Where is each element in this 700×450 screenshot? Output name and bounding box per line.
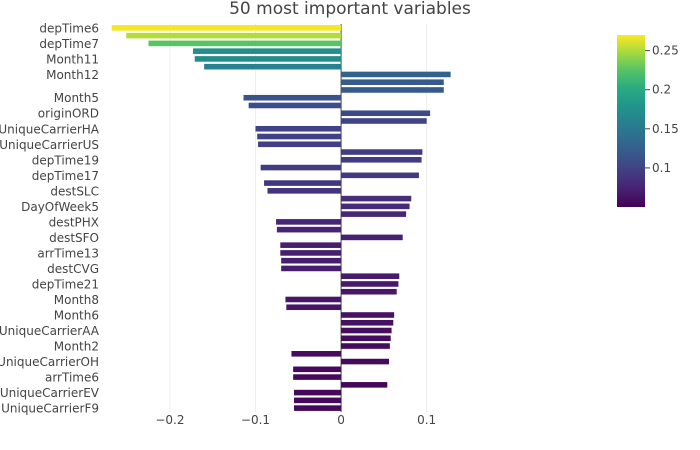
bar: [285, 296, 342, 303]
y-tick-label: destPHX: [49, 215, 99, 229]
colorbar-tick-label: 0.25: [652, 44, 679, 58]
x-tick-label: −0.2: [155, 413, 184, 427]
y-tick-label: depTime6: [39, 21, 99, 35]
bar: [341, 203, 410, 210]
bar: [148, 40, 342, 47]
bar: [341, 87, 444, 93]
bar: [341, 319, 394, 326]
colorbar: 0.1 0.15 0.2 0.25: [617, 35, 679, 207]
bar: [111, 25, 342, 31]
chart-title: 50 most important variables: [229, 0, 471, 19]
bar: [341, 234, 403, 241]
y-tick-label: Month11: [46, 52, 99, 66]
bar: [341, 335, 391, 342]
bar: [341, 71, 451, 78]
y-tick-label: UniqueCarrierOH: [0, 355, 99, 369]
y-tick-label: UniqueCarrierF9: [1, 402, 99, 416]
y-tick-label: depTime19: [32, 153, 99, 167]
y-tick-label: destSLC: [50, 184, 99, 198]
bar: [194, 56, 342, 62]
colorbar-tick-label: 0.2: [652, 83, 671, 97]
y-tick-label: DayOfWeek5: [21, 200, 99, 214]
x-tick-label: 0: [337, 413, 345, 427]
x-tick-label: −0.1: [241, 413, 270, 427]
bar: [341, 358, 390, 365]
bar: [294, 405, 342, 411]
bar: [341, 110, 431, 117]
bar: [281, 257, 342, 264]
bar: [267, 188, 342, 194]
bar: [264, 180, 342, 186]
bar: [341, 288, 397, 295]
bars: [111, 25, 451, 411]
y-tick-label: Month12: [46, 68, 99, 82]
bar: [341, 327, 392, 334]
y-tick-label: UniqueCarrierAA: [0, 324, 100, 338]
bar: [255, 125, 342, 132]
bar: [193, 48, 342, 54]
bar: [341, 149, 423, 155]
bar: [276, 219, 342, 225]
colorbar-tick-label: 0.15: [652, 122, 679, 136]
x-axis-ticks: −0.2 −0.1 0 0.1: [155, 413, 436, 427]
y-tick-label: arrTime13: [37, 246, 99, 260]
y-tick-label: UniqueCarrierEV: [0, 386, 100, 400]
y-tick-label: depTime21: [32, 277, 99, 291]
bar: [258, 141, 342, 148]
bar: [341, 312, 395, 318]
bar: [280, 242, 342, 248]
bar: [341, 195, 412, 202]
bar: [291, 351, 342, 357]
bar: [276, 226, 342, 233]
bar: [341, 382, 388, 388]
y-tick-label: destCVG: [47, 262, 99, 276]
bar: [204, 63, 342, 70]
bar: [341, 211, 407, 217]
y-tick-label: Month5: [54, 91, 99, 105]
bar: [341, 172, 419, 179]
bar: [293, 374, 342, 380]
y-tick-label: Month8: [54, 293, 99, 307]
bar: [341, 79, 444, 85]
bar: [126, 32, 342, 39]
bar: [341, 118, 427, 124]
y-tick-label: destSFO: [49, 231, 99, 245]
colorbar-tick-label: 0.1: [652, 161, 671, 175]
bar: [341, 343, 390, 349]
colorbar-gradient: [617, 35, 645, 207]
y-tick-label: Month6: [54, 309, 99, 323]
bar: [243, 94, 342, 101]
bar: [341, 281, 399, 287]
x-tick-label: 0.1: [417, 413, 436, 427]
bar: [341, 273, 400, 279]
y-tick-label: UniqueCarrierHA: [0, 122, 100, 136]
y-tick-label: Month2: [54, 340, 99, 354]
bar: [257, 133, 342, 140]
bar: [248, 102, 342, 109]
bar: [286, 304, 342, 311]
y-tick-label: depTime7: [39, 37, 99, 51]
y-tick-label: depTime17: [32, 169, 99, 183]
y-tick-label: UniqueCarrierUS: [0, 138, 99, 152]
y-tick-label: arrTime6: [45, 371, 99, 385]
bar: [280, 250, 342, 256]
bar: [294, 389, 342, 396]
bar: [281, 265, 342, 272]
y-tick-label: originORD: [38, 107, 99, 121]
bar: [294, 397, 342, 404]
bar: [260, 164, 342, 171]
bar: [293, 366, 342, 373]
bar: [341, 157, 422, 163]
